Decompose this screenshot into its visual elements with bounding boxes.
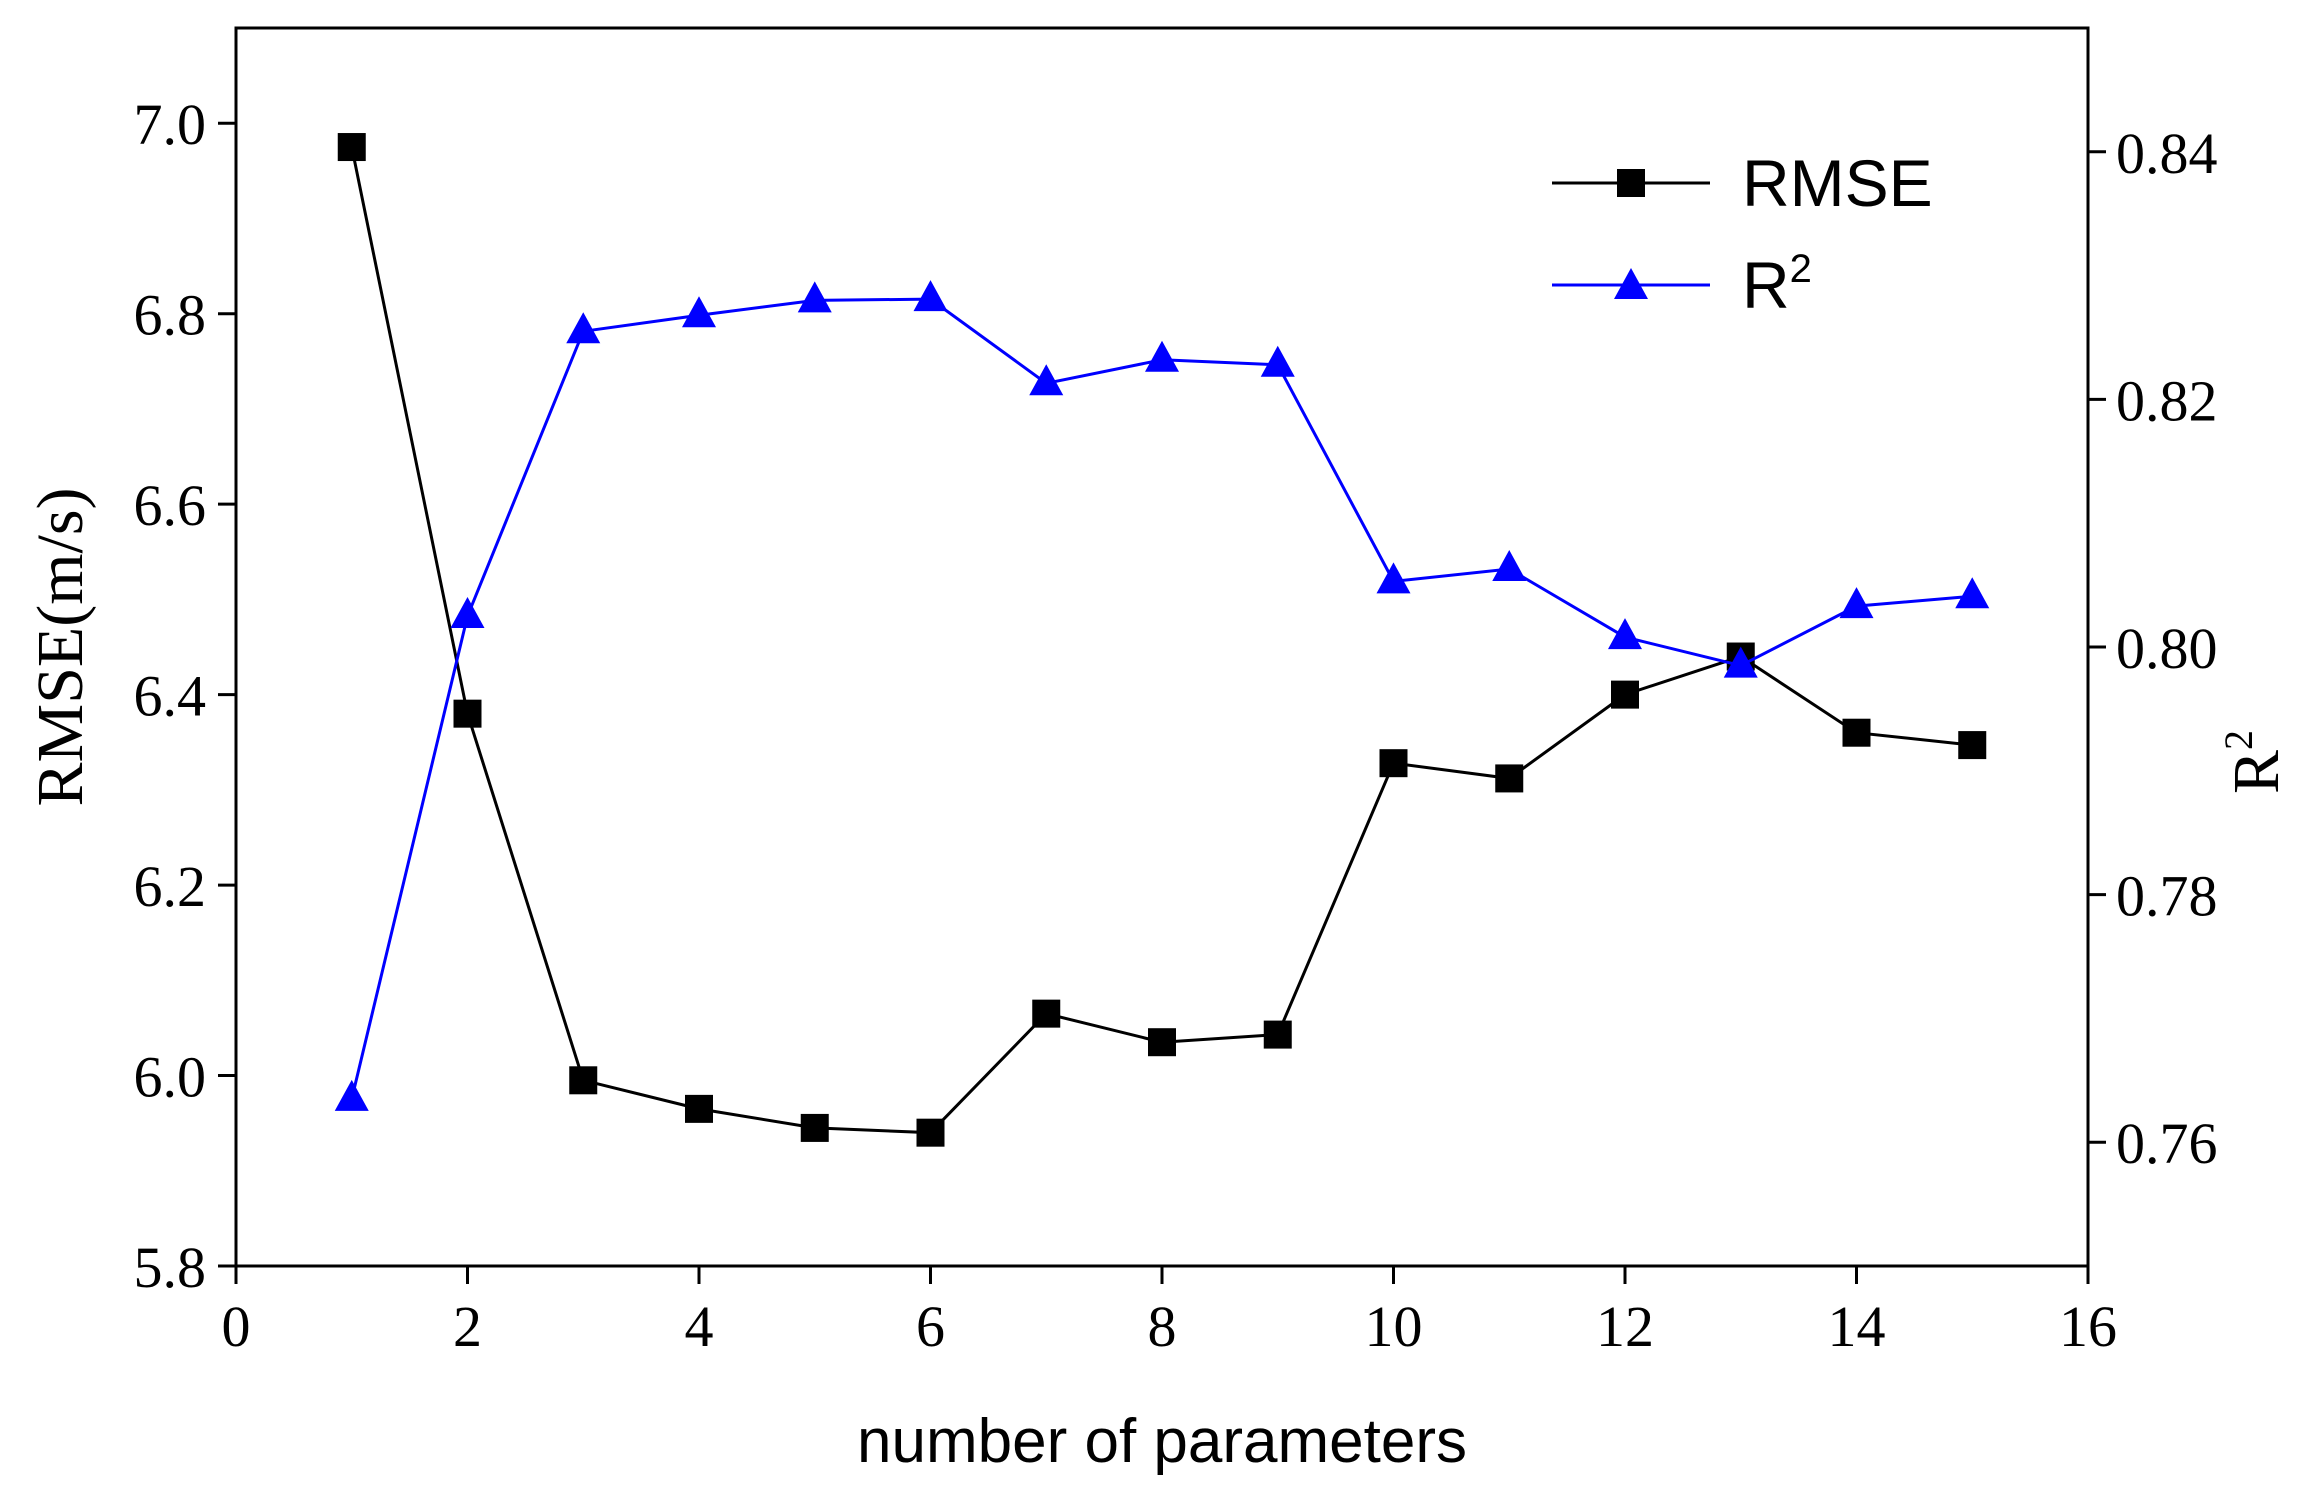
series-line-r2	[350, 297, 1973, 1100]
data-point-rmse	[453, 699, 482, 728]
legend-rmse-label: RMSE	[1742, 146, 1933, 220]
y-left-tick-label: 7.0	[134, 92, 207, 157]
data-point-r2	[1145, 340, 1179, 372]
legend-r2-superscript: 2	[1790, 247, 1812, 291]
x-tick-label: 16	[2059, 1294, 2117, 1359]
data-point-rmse	[1495, 764, 1524, 793]
series-line-rmse	[350, 146, 1973, 1135]
y-axis-right-label-superscript: 2	[2216, 730, 2261, 750]
data-point-rmse	[1958, 731, 1987, 760]
x-tick-label: 0	[222, 1294, 251, 1359]
data-point-r2	[1608, 618, 1642, 650]
y-left-tick-label: 5.8	[134, 1235, 207, 1300]
data-point-r2	[682, 296, 716, 328]
y-axis-right-label-base: R	[2220, 750, 2293, 794]
x-axis-label: number of parameters	[857, 1407, 1467, 1476]
y-right-tick-label: 0.76	[2116, 1111, 2218, 1176]
x-tick-label: 14	[1828, 1294, 1886, 1359]
x-tick-label: 12	[1596, 1294, 1654, 1359]
data-point-rmse	[337, 133, 366, 162]
y-left-tick-label: 6.4	[134, 664, 207, 729]
data-point-r2	[1492, 550, 1527, 582]
x-tick-label: 6	[916, 1294, 945, 1359]
data-point-r2	[1260, 345, 1295, 377]
series-layer	[334, 133, 1990, 1147]
data-point-r2	[450, 597, 485, 629]
legend-r2-label: R2	[1742, 247, 1812, 322]
data-point-rmse	[1263, 1020, 1292, 1049]
data-point-r2	[566, 312, 601, 344]
y-axis-right-label: R2	[2216, 730, 2293, 794]
y-right-tick-label: 0.82	[2116, 368, 2218, 433]
data-point-r2	[334, 1079, 369, 1111]
data-point-rmse	[1842, 718, 1871, 747]
y-left-tick-label: 6.6	[134, 473, 207, 538]
x-tick-label: 8	[1148, 1294, 1177, 1359]
data-point-r2	[913, 280, 948, 312]
data-point-rmse	[916, 1118, 945, 1147]
data-point-r2	[1376, 562, 1411, 594]
y-right-tick-label: 0.78	[2116, 864, 2218, 929]
data-point-r2	[1839, 587, 1874, 619]
x-tick-label: 10	[1365, 1294, 1423, 1359]
y-axis-left-label: RMSE(m/s)	[24, 487, 97, 806]
data-point-rmse	[685, 1094, 713, 1123]
y-left-tick-label: 6.2	[134, 854, 207, 919]
data-point-r2	[1029, 364, 1064, 396]
data-point-rmse	[1379, 749, 1408, 778]
x-axis: 0 2 4 6 8 10 12 14 16	[222, 1266, 2117, 1359]
x-tick-label: 2	[453, 1294, 482, 1359]
data-point-rmse	[1148, 1028, 1176, 1057]
x-tick-label: 4	[685, 1294, 714, 1359]
legend-rmse-marker	[1617, 169, 1645, 197]
y-left-tick-label: 6.8	[134, 283, 207, 348]
legend-r2-base: R	[1742, 248, 1790, 322]
y-left-tick-label: 6.0	[134, 1045, 207, 1110]
legend: RMSE R2	[1552, 146, 1933, 322]
y-right-tick-label: 0.80	[2116, 616, 2218, 681]
data-point-r2	[797, 281, 832, 313]
y-axis-right: 0.76 0.78 0.80 0.82 0.84	[2088, 121, 2218, 1176]
data-point-rmse	[1611, 680, 1639, 709]
data-point-rmse	[800, 1113, 829, 1142]
data-point-r2	[1955, 577, 1990, 609]
data-point-rmse	[1032, 999, 1061, 1028]
y-axis-left: 5.8 6.0 6.2 6.4 6.6 6.8 7.0	[134, 92, 236, 1300]
data-point-rmse	[569, 1066, 598, 1095]
data-point-r2	[1723, 646, 1758, 678]
y-right-tick-label: 0.84	[2116, 121, 2218, 186]
legend-r2-marker	[1614, 268, 1648, 299]
